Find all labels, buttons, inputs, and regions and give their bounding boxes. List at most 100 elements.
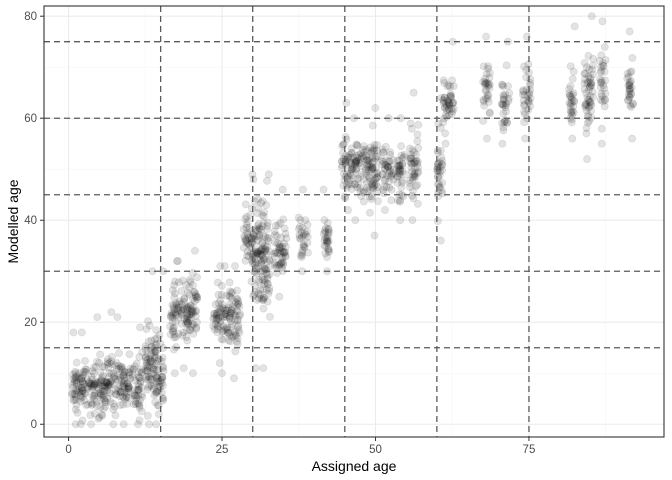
data-point: [372, 169, 381, 178]
data-point: [80, 396, 89, 405]
data-point: [71, 390, 80, 399]
data-point: [382, 182, 391, 191]
data-point: [182, 280, 190, 289]
data-point: [112, 365, 121, 374]
data-point: [587, 107, 596, 116]
y-tick-label: 60: [24, 113, 37, 125]
data-point: [449, 98, 458, 107]
data-point: [225, 328, 234, 337]
data-point: [82, 401, 91, 410]
data-point: [183, 288, 192, 297]
data-point: [174, 313, 183, 322]
data-point: [369, 184, 378, 193]
data-point: [339, 140, 348, 149]
data-point: [182, 333, 191, 341]
data-point: [231, 347, 240, 356]
data-point: [151, 335, 160, 344]
data-point: [256, 246, 265, 255]
data-point: [414, 167, 423, 176]
data-point: [445, 101, 454, 110]
data-point: [256, 290, 265, 299]
data-point: [168, 324, 177, 333]
data-point: [485, 84, 494, 93]
data-point: [185, 326, 194, 335]
data-point: [600, 42, 609, 51]
data-point: [128, 370, 137, 379]
data-point: [582, 106, 591, 115]
data-point: [243, 228, 252, 237]
data-point: [102, 377, 111, 386]
data-point: [180, 314, 189, 323]
data-point: [168, 313, 177, 322]
data-point: [294, 213, 303, 222]
data-point: [589, 61, 597, 70]
data-point: [185, 310, 194, 319]
data-point: [321, 228, 330, 237]
data-point: [389, 168, 398, 177]
data-point: [365, 172, 374, 181]
data-point: [519, 96, 528, 105]
data-point: [135, 382, 144, 391]
data-point: [275, 243, 284, 252]
data-point: [170, 330, 179, 339]
data-point: [95, 358, 104, 367]
data-point: [625, 79, 634, 88]
data-point: [262, 286, 271, 294]
data-point: [479, 77, 488, 86]
data-point: [192, 318, 201, 327]
data-point: [586, 97, 595, 106]
data-point: [265, 255, 274, 264]
data-point: [261, 245, 269, 253]
data-point: [265, 286, 274, 295]
data-point: [263, 297, 272, 306]
data-point: [479, 96, 488, 104]
data-point: [276, 249, 285, 258]
data-point: [373, 169, 382, 178]
data-point: [242, 236, 251, 245]
data-point: [354, 170, 363, 179]
data-point: [187, 305, 196, 314]
data-point: [503, 118, 511, 127]
data-point: [166, 322, 175, 331]
data-point: [337, 157, 346, 166]
data-point: [410, 169, 419, 177]
data-point: [278, 263, 286, 272]
data-point: [352, 164, 361, 173]
data-point: [582, 129, 591, 138]
data-point: [582, 63, 591, 72]
data-point: [97, 410, 106, 419]
data-point: [264, 170, 273, 179]
data-point: [190, 296, 199, 305]
data-point: [338, 157, 346, 166]
data-point: [368, 165, 377, 174]
data-point: [408, 167, 417, 176]
data-point: [182, 317, 191, 326]
data-point: [88, 399, 97, 408]
data-point: [407, 151, 416, 159]
data-point: [116, 387, 125, 396]
plot-panel-border: [43, 5, 665, 438]
data-point: [320, 241, 329, 250]
data-point: [146, 381, 155, 390]
data-point: [323, 239, 332, 248]
data-point: [394, 169, 403, 178]
data-point: [222, 306, 231, 315]
data-point: [100, 384, 109, 393]
data-point: [258, 275, 267, 284]
data-point: [368, 158, 377, 167]
data-point: [587, 101, 596, 110]
data-point: [408, 146, 417, 154]
data-point: [345, 151, 354, 160]
data-point: [566, 92, 575, 101]
data-point: [97, 390, 106, 398]
data-point: [93, 402, 101, 411]
data-point: [89, 369, 98, 378]
data-point: [597, 89, 606, 98]
data-point: [84, 379, 93, 388]
data-point: [354, 180, 363, 189]
data-point: [385, 169, 394, 178]
data-point: [234, 299, 243, 308]
data-point: [441, 129, 450, 138]
data-point: [145, 362, 154, 371]
